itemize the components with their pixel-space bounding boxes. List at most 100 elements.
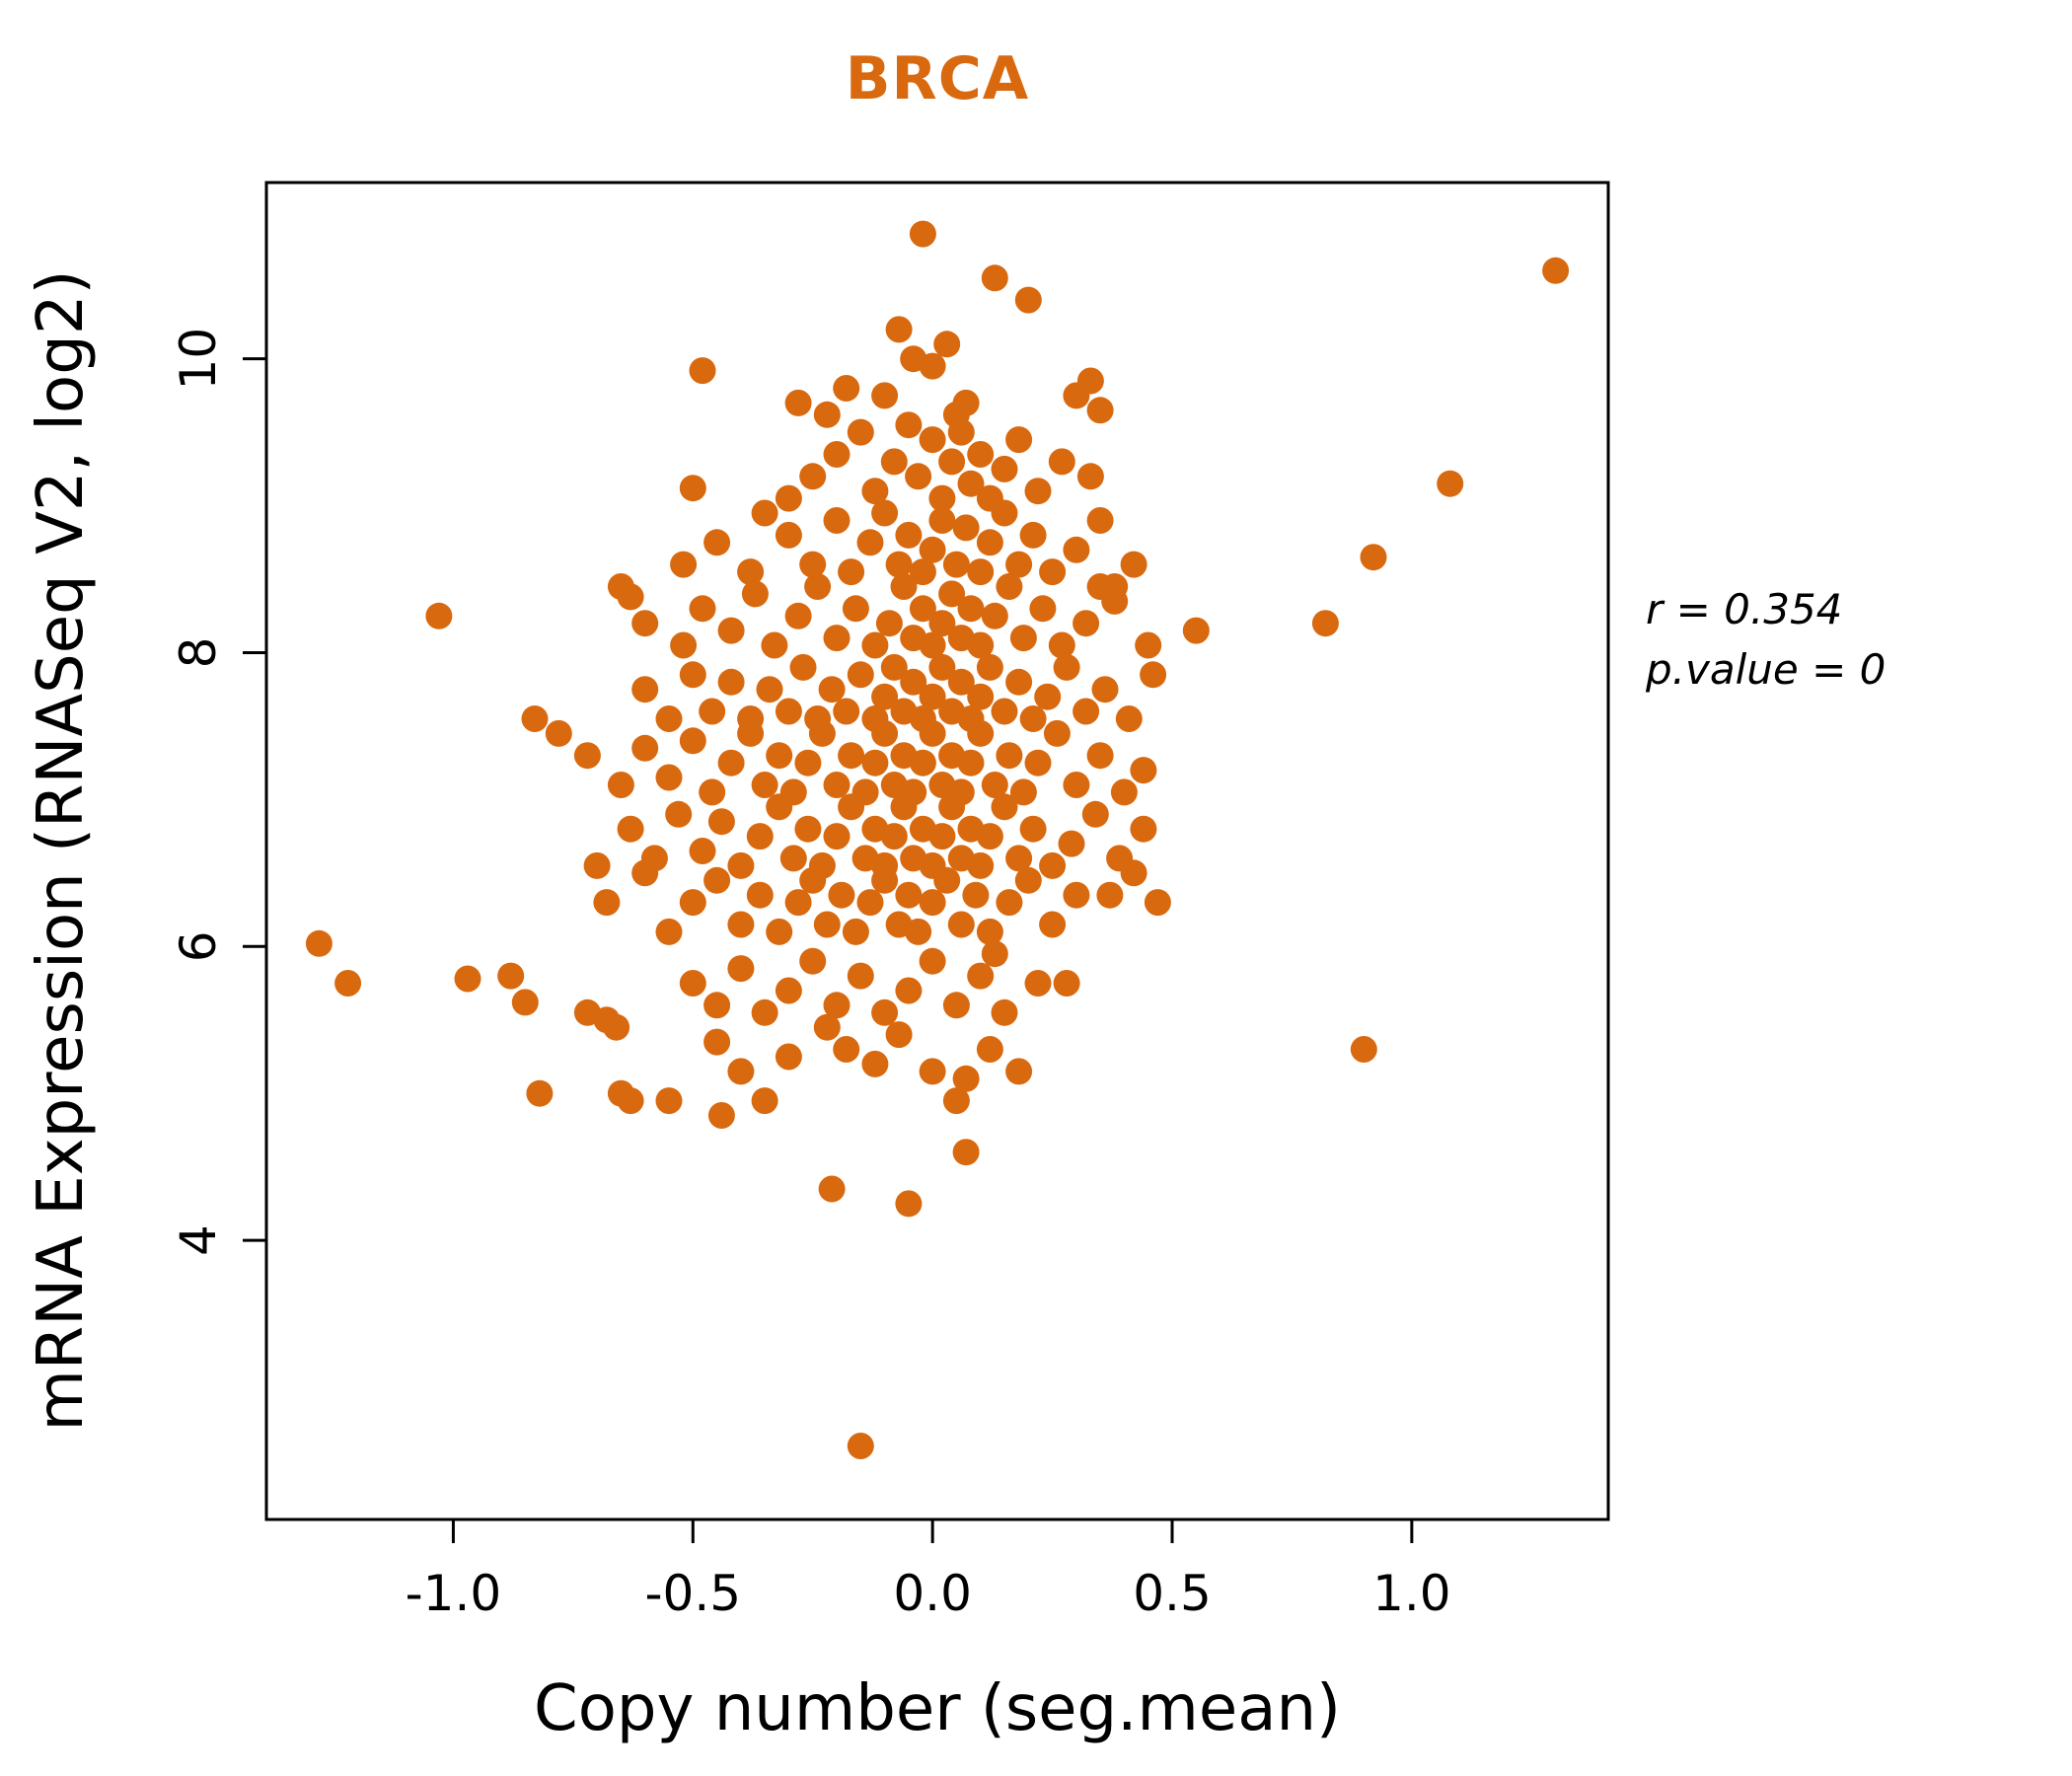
data-point <box>957 749 985 777</box>
data-point <box>919 719 946 747</box>
data-point <box>890 793 918 821</box>
data-point <box>996 889 1023 917</box>
data-point <box>746 881 774 909</box>
data-point <box>1009 778 1037 806</box>
data-point <box>425 602 453 629</box>
data-point <box>842 595 869 623</box>
chart-title: BRCA <box>845 44 1030 113</box>
data-point <box>976 653 1003 681</box>
data-point <box>1120 859 1147 887</box>
data-point <box>928 653 956 681</box>
data-point <box>703 866 731 894</box>
data-point <box>967 683 995 710</box>
data-point <box>1043 719 1071 747</box>
data-point <box>766 742 793 770</box>
data-point <box>847 661 874 689</box>
data-point <box>1311 610 1339 637</box>
data-point <box>885 316 913 343</box>
data-point <box>952 514 980 542</box>
data-point <box>991 698 1018 725</box>
data-point <box>938 793 966 821</box>
data-point <box>919 947 946 975</box>
data-point <box>861 478 889 505</box>
data-point <box>751 999 778 1026</box>
data-point <box>1086 742 1114 770</box>
data-point <box>818 1175 846 1203</box>
data-point <box>794 749 822 777</box>
data-point <box>1024 970 1052 997</box>
data-point <box>942 1087 970 1115</box>
data-point <box>655 705 683 732</box>
data-point <box>655 1087 683 1115</box>
data-point <box>679 475 706 502</box>
data-point <box>1005 1058 1033 1085</box>
data-point <box>1005 668 1033 696</box>
y-tick-label: 4 <box>170 1224 227 1256</box>
data-point <box>1360 544 1387 571</box>
data-point <box>938 448 966 476</box>
data-point <box>976 823 1003 851</box>
data-point <box>775 698 802 725</box>
data-point <box>895 411 923 439</box>
data-point <box>919 631 946 659</box>
data-point <box>1542 257 1570 284</box>
data-point <box>880 653 908 681</box>
y-tick-label: 8 <box>170 637 227 669</box>
data-point <box>909 220 936 248</box>
data-point <box>1350 1036 1377 1063</box>
data-point <box>1058 830 1085 857</box>
data-point <box>779 845 807 872</box>
p-value-text: p.value = 0 <box>1646 644 1887 694</box>
data-point <box>976 1036 1003 1063</box>
x-tick-label: 0.5 <box>1133 1565 1212 1622</box>
data-point <box>947 418 975 446</box>
data-point <box>967 719 995 747</box>
data-point <box>905 918 932 945</box>
data-point <box>952 1139 980 1166</box>
data-point <box>707 808 735 836</box>
data-point <box>727 1058 755 1085</box>
data-point <box>967 558 995 586</box>
data-point <box>583 851 611 879</box>
data-point <box>1130 815 1157 843</box>
data-point <box>823 625 851 652</box>
data-point <box>727 851 755 879</box>
data-point <box>1182 617 1210 644</box>
data-point <box>828 881 855 909</box>
data-point <box>895 977 923 1004</box>
data-point <box>761 631 788 659</box>
data-point <box>751 772 778 798</box>
data-point <box>885 551 913 578</box>
data-point <box>727 911 755 938</box>
data-point <box>1130 757 1157 784</box>
data-point <box>947 668 975 696</box>
data-point <box>981 264 1008 292</box>
data-point <box>784 602 812 629</box>
data-point <box>1048 448 1075 476</box>
data-point <box>991 455 1018 482</box>
data-point <box>766 918 793 945</box>
data-point <box>1024 478 1052 505</box>
data-point <box>991 499 1018 527</box>
data-point <box>933 866 961 894</box>
data-point <box>799 866 827 894</box>
data-point <box>967 631 995 659</box>
data-point <box>885 1021 913 1049</box>
data-point <box>895 881 923 909</box>
data-point <box>699 698 726 725</box>
data-point <box>784 389 812 416</box>
x-axis-label: Copy number (seg.mean) <box>534 1672 1341 1745</box>
data-point <box>947 911 975 938</box>
data-point <box>928 823 956 851</box>
data-point <box>996 573 1023 600</box>
data-point <box>991 999 1018 1026</box>
data-point <box>880 448 908 476</box>
data-point <box>813 1013 841 1041</box>
data-point <box>679 661 706 689</box>
y-axis-label: mRNA Expression (RNASeq V2, log2) <box>25 269 98 1432</box>
data-point <box>1039 558 1067 586</box>
x-tick-label: -0.5 <box>645 1565 742 1622</box>
data-point <box>909 558 936 586</box>
data-point <box>631 676 659 703</box>
